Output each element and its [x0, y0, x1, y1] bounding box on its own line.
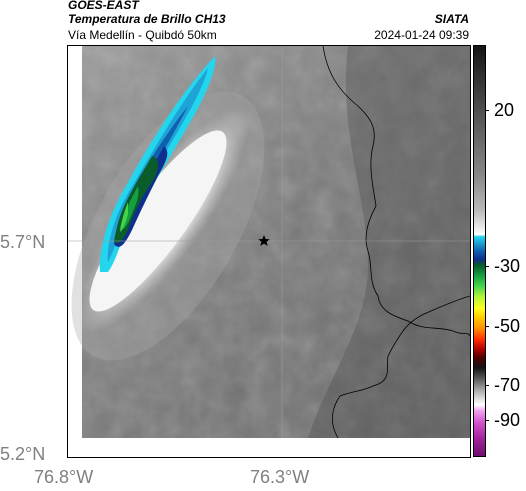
satellite-map[interactable]: [67, 45, 471, 458]
colorbar-tick: [485, 326, 489, 327]
star-icon[interactable]: [258, 235, 270, 246]
colorbar-tick: [485, 385, 489, 386]
colorbar-label: -30: [494, 256, 521, 276]
longitude-tick-label: 76.3°W: [250, 467, 310, 487]
colorbar-label: 20: [494, 100, 515, 120]
colorbar-label: -70: [494, 375, 521, 395]
latitude-tick-label: 5.2°N: [0, 444, 46, 464]
colorbar-tick: [485, 420, 489, 421]
colorbar: [473, 45, 486, 457]
gridlines: [68, 46, 470, 457]
timestamp: 2024-01-24 09:39: [374, 28, 469, 42]
map-title: Temperatura de Brillo CH13: [68, 12, 226, 26]
longitude-tick-label: 76.8°W: [34, 467, 94, 487]
data-source-label: GOES-EAST: [68, 0, 139, 12]
border-lines: [322, 46, 470, 439]
latitude-tick-label: 5.7°N: [0, 232, 46, 252]
colorbar-tick: [485, 110, 489, 111]
colorbar-tick: [485, 266, 489, 267]
colorbar-label: -50: [494, 316, 521, 336]
agency-label: SIATA: [434, 12, 469, 26]
map-subtitle: Vía Medellín - Quibdó 50km: [68, 28, 217, 42]
colorbar-label: -90: [494, 410, 521, 430]
convective-cloud: [77, 56, 249, 333]
